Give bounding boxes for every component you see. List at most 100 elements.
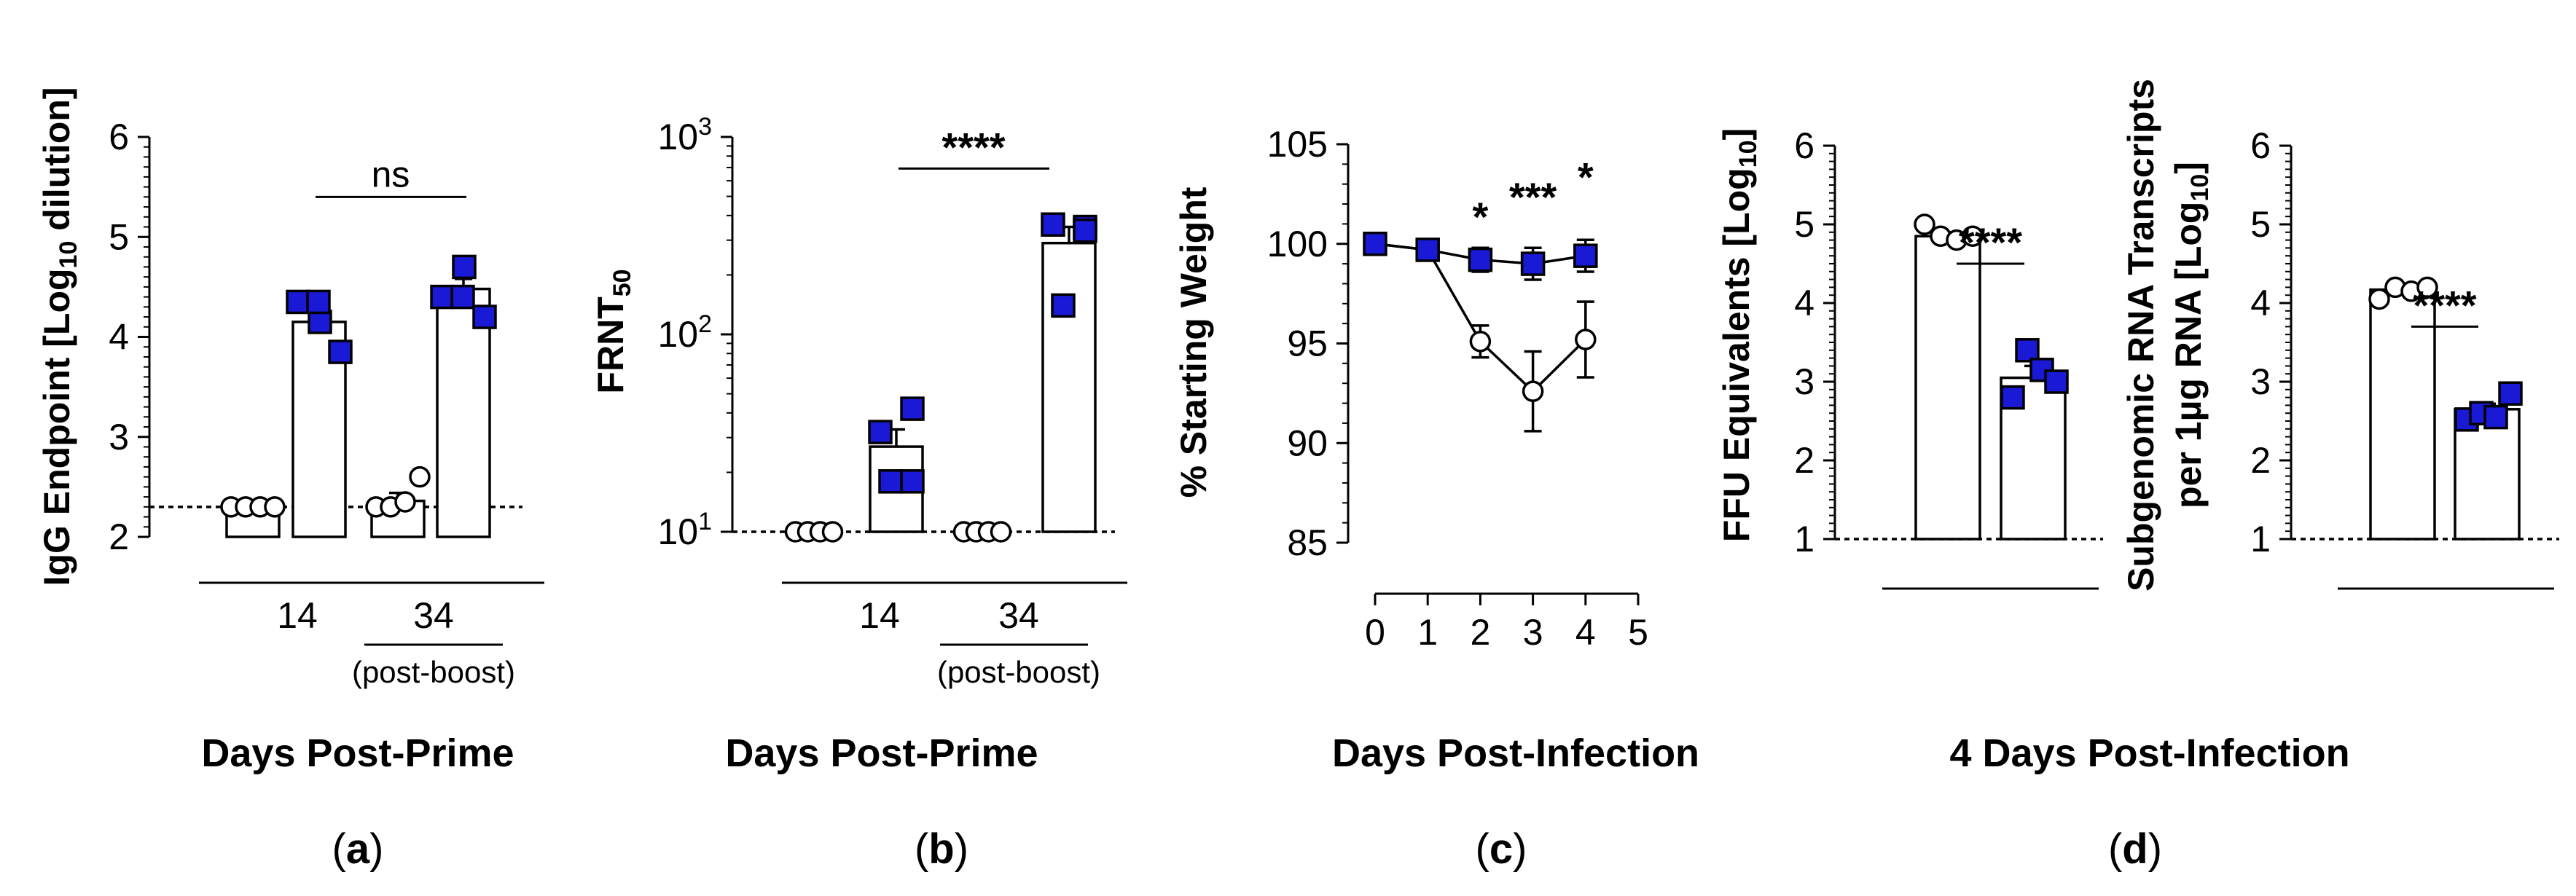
panel-b-point-open-circle-1 (990, 521, 1012, 543)
panel-c-x-tick-label-3: 3 (1523, 612, 1543, 653)
panel-b-y-tick-label-2: 103 (657, 113, 712, 157)
panel-d2-point-blue-square (2483, 404, 2508, 430)
panel-a-group-label-14: 14 (277, 595, 318, 636)
panel-b-y-tick-label-1: 102 (657, 310, 712, 355)
panel-b-postboost-label: (post-boost) (937, 655, 1100, 689)
panel-d-label: (d) (2108, 825, 2162, 873)
panel-d1-point-blue-square (2044, 369, 2069, 394)
panel-d1-point-open-circle (1914, 213, 1935, 235)
panel-a-bar-blue-square-1 (436, 287, 491, 538)
panel-c-point-blue-square-3 (1520, 251, 1546, 276)
panel-d2-y-tick-label-3: 4 (2250, 283, 2271, 323)
panel-d1: 1 2 3 4 5 6 FFU Equivalents [Log10] **** (1716, 125, 2103, 590)
panel-a-y-tick-label-0: 2 (109, 516, 129, 557)
panel-c-x-tick-label-4: 4 (1575, 612, 1596, 653)
panel-b-point-open-circle-0 (821, 521, 844, 543)
panel-d2-y-ticks: 1 2 3 4 5 6 (2250, 125, 2291, 559)
panel-d1-point-open-circle (1962, 225, 1984, 247)
panel-d1-y-tick-label-3: 4 (1794, 283, 1814, 323)
panel-b-y-ticks: 101 102 103 (657, 113, 732, 552)
panel-d2: 1 2 3 4 5 6 Subgenomic RNA Transcripts per 1µ… (2121, 79, 2559, 592)
panel-b-point-blue-square-0 (900, 396, 925, 421)
panel-b-point-blue-square-0 (878, 469, 903, 494)
panel-a-y-label: IgG Endpoint [Log10 dilution] (36, 87, 82, 586)
panel-c-y-ticks: 85 90 95 100 105 (1267, 124, 1348, 563)
panel-d2-plot: **** (2291, 276, 2559, 541)
panel-d1-y-tick-label-1: 2 (1794, 440, 1814, 481)
panel-d1-point-blue-square (2015, 338, 2040, 363)
panel-c-point-blue-square-4 (1573, 243, 1598, 268)
panel-c-point-blue-square-2 (1468, 247, 1493, 272)
panel-b-label: (b) (915, 825, 968, 873)
panel-d1-y-tick-label-0: 1 (1794, 519, 1814, 559)
panel-a-group-label-34: 34 (413, 595, 454, 636)
panel-d1-comparison-label: **** (1959, 219, 2022, 265)
panel-a-y-tick-label-4: 6 (109, 117, 129, 157)
panel-a-point-blue-square-1 (430, 284, 455, 310)
panel-c-annotation-0: * (1473, 194, 1489, 240)
panel-c-y-tick-label-4: 105 (1267, 124, 1328, 165)
panel-b-bar-blue-square-1 (1041, 241, 1097, 533)
panel-c-x-tick-label-5: 5 (1628, 612, 1648, 653)
panel-b-group-label-34: 34 (998, 595, 1039, 636)
panel-d2-y-tick-label-0: 1 (2250, 519, 2271, 559)
panel-b-point-blue-square-0 (900, 469, 925, 494)
panel-d2-y-tick-label-2: 3 (2250, 361, 2271, 402)
panel-c-annotation-1: *** (1509, 174, 1557, 220)
panel-c-plot: * *** * (1363, 154, 1598, 433)
panel-c-point-blue-square-1 (1415, 237, 1440, 262)
panel-a-point-blue-square-0 (328, 339, 353, 364)
panel-c-x-tick-label-1: 1 (1417, 612, 1438, 653)
panel-d2-point-open-circle (2416, 276, 2438, 299)
panel-d2-y-tick-label-1: 2 (2250, 440, 2271, 481)
panel-d1-y-tick-label-2: 3 (1794, 361, 1814, 402)
panel-d2-point-open-circle (2368, 288, 2390, 310)
panel-d2-point-blue-square (2498, 381, 2523, 406)
panel-c-point-open-circle-2 (1469, 331, 1492, 353)
panel-d1-y-tick-label-4: 5 (1794, 204, 1814, 245)
panel-c-x-label: Days Post-Infection (1332, 731, 1699, 775)
panel-c-y-tick-label-3: 100 (1267, 224, 1328, 264)
panel-c-label: (c) (1476, 825, 1527, 873)
panel-d2-comparison-label: **** (2413, 282, 2476, 328)
panel-c-y-label: % Starting Weight (1173, 186, 1214, 498)
panel-a-y-tick-label-2: 4 (109, 317, 129, 358)
panel-c-y-tick-label-2: 95 (1287, 323, 1328, 364)
panel-a-point-open-circle-1 (409, 465, 431, 488)
panel-d1-point-blue-square (2000, 385, 2025, 410)
panel-b-y-tick-label-0: 101 (657, 508, 712, 552)
panel-b: 101 102 103 FRNT50 **** 14 34 (post-boost)… (590, 113, 1127, 873)
panel-d1-y-label: FFU Equivalents [Log10] (1716, 128, 1762, 542)
panel-a-point-open-circle-1 (394, 491, 416, 513)
panel-a-y-ticks: 2 3 4 5 6 (109, 117, 149, 557)
panel-a-point-blue-square-0 (286, 289, 310, 315)
panel-a-x-label: Days Post-Prime (201, 731, 514, 775)
panel-a-plot: ns (149, 154, 522, 538)
panel-c-annotation-2: * (1578, 154, 1594, 200)
panel-d-x-label: 4 Days Post-Infection (1949, 731, 2349, 775)
panel-b-x-label: Days Post-Prime (725, 731, 1038, 775)
panel-b-plot: **** (732, 124, 1115, 543)
panel-d1-plot: **** (1835, 213, 2103, 541)
panel-d2-y-tick-label-5: 6 (2250, 125, 2271, 166)
panel-b-point-blue-square-1 (1041, 212, 1065, 237)
panel-d2-y-tick-label-4: 5 (2250, 204, 2271, 245)
panel-c-y-tick-label-1: 90 (1287, 423, 1328, 463)
panel-c-point-open-circle-4 (1575, 329, 1597, 350)
panel-a-point-blue-square-0 (306, 289, 331, 315)
panel-a-point-open-circle-0 (264, 496, 286, 518)
panel-d1-bar-open-circle (1914, 235, 1981, 541)
panel-d2-y-label-line1: Subgenomic RNA Transcripts (2121, 79, 2161, 592)
panel-a-y-tick-label-1: 3 (109, 417, 129, 457)
panel-c-x-tick-label-2: 2 (1470, 612, 1490, 653)
panel-b-point-blue-square-1 (1051, 293, 1076, 318)
panel-c-point-blue-square-0 (1363, 232, 1387, 256)
panel-a-point-blue-square-0 (308, 310, 332, 334)
panel-b-group-label-14: 14 (859, 595, 900, 636)
panel-b-point-blue-square-1 (1073, 218, 1097, 243)
panel-a-label: (a) (332, 825, 384, 873)
